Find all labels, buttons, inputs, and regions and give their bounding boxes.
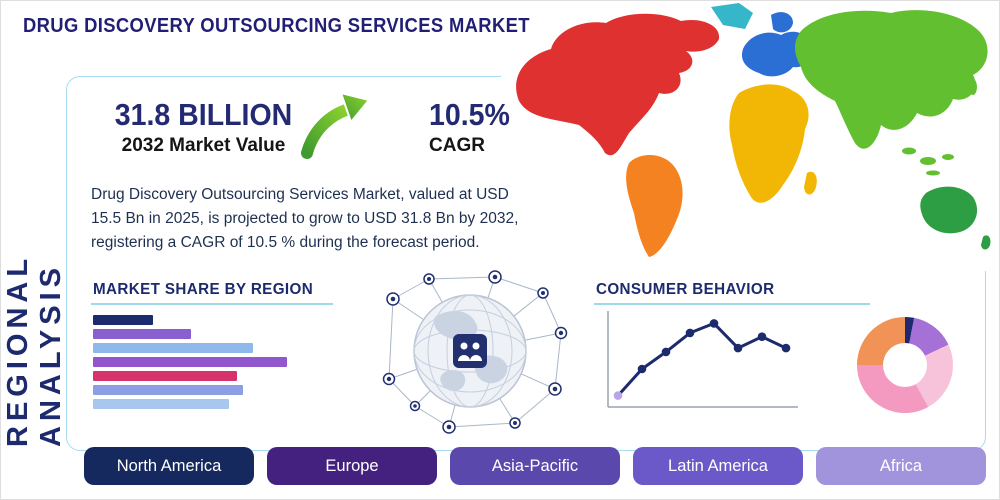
island-sumatra: [902, 147, 916, 155]
market-share-bar-7: [93, 399, 229, 409]
greenland: [711, 3, 753, 29]
line-point-2: [637, 364, 647, 374]
region-button-north-america[interactable]: North America: [84, 447, 254, 485]
line-point-6: [733, 343, 743, 353]
line-point-4: [685, 328, 695, 338]
madagascar: [804, 171, 817, 195]
consumer-line-chart: [607, 311, 798, 408]
continent-south-america: [626, 154, 683, 257]
market-share-bar-4: [93, 357, 287, 367]
consumer-behavior-underline: [594, 303, 870, 305]
consumer-donut-chart: [857, 317, 953, 413]
continent-north-america: [516, 13, 720, 156]
market-share-bar-2: [93, 329, 191, 339]
new-zealand: [981, 235, 991, 250]
island-java: [926, 170, 940, 176]
region-button-asia-pacific[interactable]: Asia-Pacific: [450, 447, 620, 485]
japan: [969, 79, 977, 95]
continent-africa: [729, 84, 809, 203]
line-point-5: [709, 319, 719, 328]
market-share-bar-6: [93, 385, 243, 395]
donut-hole: [883, 343, 927, 387]
region-button-africa[interactable]: Africa: [816, 447, 986, 485]
continent-asia: [795, 10, 988, 149]
region-button-latin-america[interactable]: Latin America: [633, 447, 803, 485]
cagr-block: 10.5% CAGR: [429, 97, 549, 157]
line-point-1: [613, 391, 623, 400]
market-value: 31.8 BILLION: [114, 97, 293, 132]
world-map: [501, 1, 999, 271]
scandinavia: [771, 12, 793, 33]
consumer-behavior-title: CONSUMER BEHAVIOR: [596, 281, 775, 298]
line-point-3: [661, 347, 671, 357]
continent-australia: [920, 186, 978, 234]
market-description: Drug Discovery Outsourcing Services Mark…: [91, 186, 519, 252]
island-newguinea: [942, 154, 954, 160]
market-share-bars: [93, 315, 293, 409]
market-value-label: 2032 Market Value: [121, 135, 286, 156]
island-borneo: [920, 157, 936, 165]
line-point-7: [757, 332, 767, 341]
continent-europe: [741, 31, 811, 77]
globe-network-icon: [382, 270, 568, 434]
region-button-europe[interactable]: Europe: [267, 447, 437, 485]
market-share-title: MARKET SHARE BY REGION: [93, 281, 314, 298]
cagr-value: 10.5%: [429, 97, 510, 132]
market-share-bar-1: [93, 315, 153, 325]
market-share-bar-3: [93, 343, 253, 353]
line-point-8: [781, 343, 791, 353]
cagr-label: CAGR: [429, 135, 485, 156]
market-share-underline: [91, 303, 333, 305]
page-title: DRUG DISCOVERY OUTSOURCING SERVICES MARK…: [23, 15, 530, 37]
growth-arrow-icon: [298, 91, 371, 162]
market-share-bar-5: [93, 371, 237, 381]
regional-analysis-label: REGIONAL ANALYSIS: [2, 254, 67, 447]
region-buttons: North America Europe Asia-Pacific Latin Ame…: [84, 447, 986, 485]
market-value-block: 31.8 BILLION 2032 Market Value: [96, 97, 311, 157]
